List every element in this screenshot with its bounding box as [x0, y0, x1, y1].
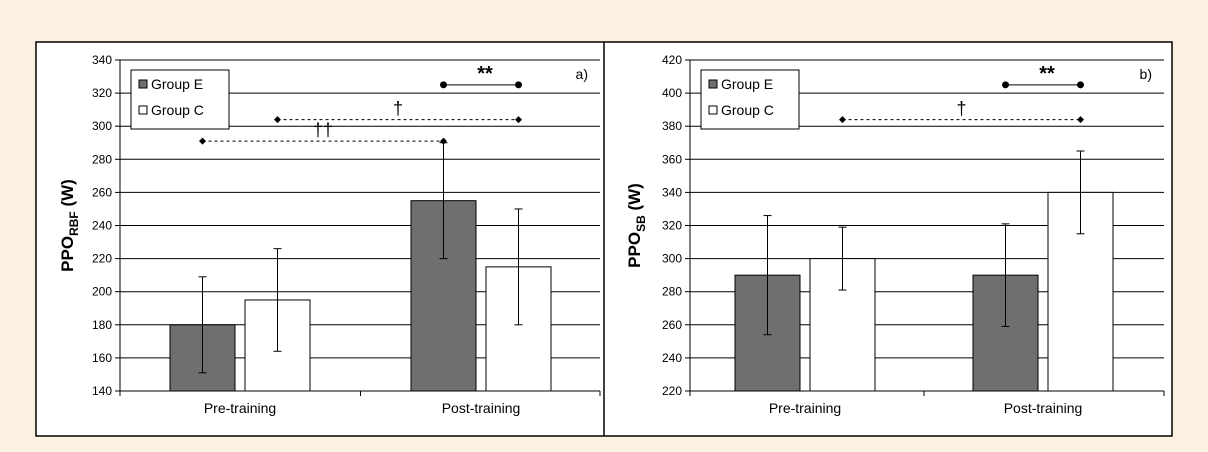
panel-label: b) — [1140, 66, 1152, 82]
legend-swatch-group-c — [708, 105, 718, 115]
y-tick-label: 180 — [92, 318, 112, 332]
legend-swatch-group-c — [138, 105, 148, 115]
y-tick-label: 340 — [92, 53, 112, 67]
significance-marker — [515, 116, 522, 124]
legend-label: Group C — [151, 102, 204, 118]
significance-marker — [1077, 116, 1084, 124]
x-category-label: Pre-training — [204, 400, 276, 416]
y-tick-label: 240 — [92, 219, 112, 233]
significance-symbol: † — [393, 99, 403, 119]
y-tick-label: 260 — [662, 318, 682, 332]
legend-swatch-group-e — [708, 79, 718, 89]
legend: Group E Group C — [130, 69, 230, 130]
significance-marker — [440, 137, 447, 145]
panel-a: 140 160 180 200 220 240 260 280 300 320 340 Pre-tra… — [58, 53, 601, 416]
significance-symbol: †† — [313, 120, 333, 140]
y-tick-label: 300 — [662, 252, 682, 266]
y-axis-title-subscript: SB — [634, 215, 648, 232]
y-tick-label: 240 — [662, 351, 682, 365]
x-category-label: Pre-training — [769, 400, 841, 416]
significance-marker — [1002, 81, 1009, 89]
y-axis-title-main: PPO — [58, 236, 77, 272]
significance-marker — [515, 81, 522, 89]
legend-box — [700, 69, 800, 130]
x-category-label: Post-training — [442, 400, 521, 416]
y-tick-label: 300 — [92, 119, 112, 133]
y-tick-label: 360 — [662, 152, 682, 166]
y-axis-title-main: PPO — [625, 232, 644, 268]
y-tick-label: 420 — [662, 53, 682, 67]
y-tick-label: 260 — [92, 185, 112, 199]
significance-marker — [1077, 81, 1084, 89]
legend-label: Group E — [151, 76, 203, 92]
y-tick-label: 320 — [662, 219, 682, 233]
y-tick-label: 280 — [92, 152, 112, 166]
panel-b: 220 240 260 280 300 320 340 360 380 400 420 Pre-tra… — [625, 53, 1165, 416]
y-axis-title-unit: (W) — [58, 179, 77, 211]
y-axis-title: PPORBF (W) — [58, 179, 81, 272]
y-tick-label: 220 — [662, 384, 682, 398]
significance-marker — [839, 116, 846, 124]
panel-label: a) — [576, 66, 588, 82]
significance-symbol: † — [956, 99, 966, 119]
significance-symbol: ** — [1039, 63, 1055, 85]
y-axis-title-subscript: RBF — [67, 211, 81, 236]
y-tick-label: 340 — [662, 185, 682, 199]
y-tick-label: 160 — [92, 351, 112, 365]
legend: Group E Group C — [700, 69, 800, 130]
significance-marker — [440, 81, 447, 89]
y-axis-title-unit: (W) — [625, 183, 644, 215]
significance-marker — [199, 137, 206, 145]
x-category-label: Post-training — [1004, 400, 1083, 416]
y-tick-label: 320 — [92, 86, 112, 100]
y-tick-label: 200 — [92, 285, 112, 299]
legend-swatch-group-e — [138, 79, 148, 89]
y-tick-label: 380 — [662, 119, 682, 133]
legend-label: Group C — [721, 102, 774, 118]
significance-marker — [274, 116, 281, 124]
y-tick-label: 280 — [662, 285, 682, 299]
significance-symbol: ** — [477, 63, 493, 85]
legend-label: Group E — [721, 76, 773, 92]
y-tick-label: 220 — [92, 252, 112, 266]
y-axis-title: PPOSB (W) — [625, 183, 648, 268]
y-tick-label: 400 — [662, 86, 682, 100]
y-tick-label: 140 — [92, 384, 112, 398]
